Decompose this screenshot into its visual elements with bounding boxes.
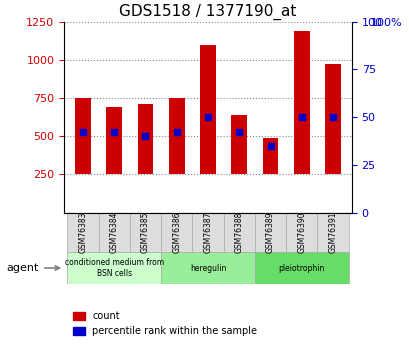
FancyBboxPatch shape	[161, 213, 192, 252]
FancyBboxPatch shape	[317, 213, 348, 252]
Text: agent: agent	[7, 263, 59, 273]
Point	[173, 130, 180, 135]
Text: GSM76388: GSM76388	[234, 211, 243, 253]
Bar	[169, 98, 184, 174]
Point	[204, 115, 211, 120]
Text: GSM76384: GSM76384	[110, 211, 119, 253]
FancyBboxPatch shape	[130, 213, 161, 252]
Text: GSM76387: GSM76387	[203, 211, 212, 253]
Text: GSM76386: GSM76386	[172, 211, 181, 253]
Text: pleiotrophin: pleiotrophin	[278, 264, 324, 273]
FancyBboxPatch shape	[254, 213, 285, 252]
Text: GSM76383: GSM76383	[78, 211, 87, 253]
Text: GSM76385: GSM76385	[141, 211, 150, 253]
Text: conditioned medium from
BSN cells: conditioned medium from BSN cells	[65, 258, 163, 278]
FancyBboxPatch shape	[98, 213, 130, 252]
Bar	[293, 31, 309, 174]
Point	[298, 115, 304, 120]
Bar	[324, 65, 340, 174]
FancyBboxPatch shape	[67, 213, 98, 252]
Bar	[200, 45, 215, 174]
FancyBboxPatch shape	[192, 213, 223, 252]
Point	[329, 115, 336, 120]
Text: GSM76389: GSM76389	[265, 211, 274, 253]
FancyBboxPatch shape	[161, 252, 254, 284]
Legend: count, percentile rank within the sample: count, percentile rank within the sample	[69, 307, 261, 340]
Point	[142, 134, 148, 139]
Bar	[231, 115, 247, 174]
Title: GDS1518 / 1377190_at: GDS1518 / 1377190_at	[119, 4, 296, 20]
Point	[79, 130, 86, 135]
Bar	[137, 104, 153, 174]
Point	[111, 130, 117, 135]
FancyBboxPatch shape	[223, 213, 254, 252]
Bar	[106, 107, 122, 174]
Y-axis label: 100%: 100%	[370, 18, 401, 28]
FancyBboxPatch shape	[67, 252, 161, 284]
FancyBboxPatch shape	[285, 213, 317, 252]
Text: GSM76391: GSM76391	[328, 211, 337, 253]
Text: heregulin: heregulin	[189, 264, 226, 273]
Bar	[75, 98, 90, 174]
Bar	[262, 138, 278, 174]
FancyBboxPatch shape	[254, 252, 348, 284]
Point	[267, 143, 273, 148]
Text: GSM76390: GSM76390	[297, 211, 306, 253]
Point	[236, 130, 242, 135]
